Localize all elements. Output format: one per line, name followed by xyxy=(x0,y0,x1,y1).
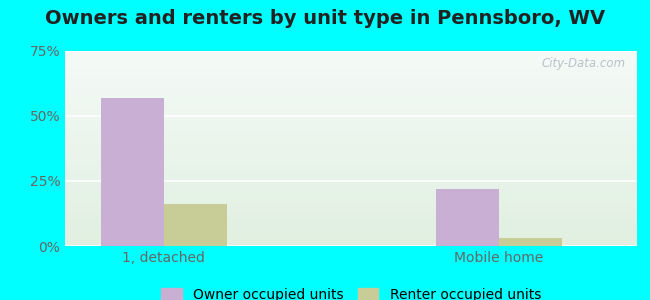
Bar xyxy=(164,204,227,246)
Text: Owners and renters by unit type in Pennsboro, WV: Owners and renters by unit type in Penns… xyxy=(45,9,605,28)
Bar xyxy=(499,238,562,246)
Text: City-Data.com: City-Data.com xyxy=(541,57,625,70)
Bar xyxy=(101,98,164,246)
Legend: Owner occupied units, Renter occupied units: Owner occupied units, Renter occupied un… xyxy=(161,288,541,300)
Bar xyxy=(436,189,499,246)
